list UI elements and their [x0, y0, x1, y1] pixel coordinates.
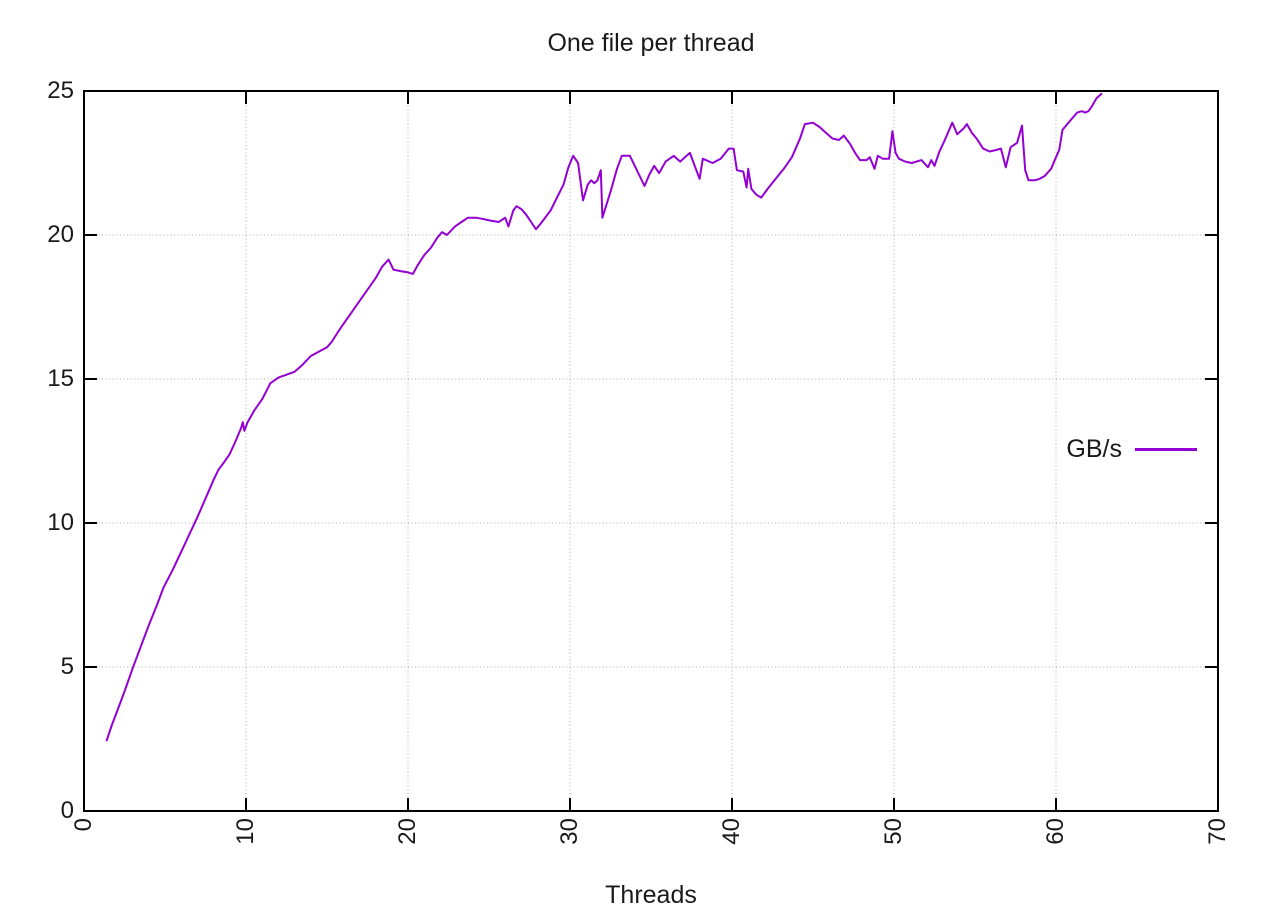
data-line: [105, 92, 1103, 742]
y-tick-label: 5: [60, 653, 74, 680]
x-tick-label: 20: [394, 818, 421, 845]
y-tick-label: 0: [60, 797, 74, 824]
plot-border: [83, 90, 1219, 812]
legend: GB/s: [1066, 436, 1197, 462]
y-tick-label: 10: [47, 509, 74, 536]
legend-label: GB/s: [1066, 435, 1122, 463]
chart-title: One file per thread: [547, 29, 755, 57]
x-tick-label: 60: [1042, 818, 1069, 845]
x-tick-label: 10: [232, 818, 259, 845]
x-tick-label: 30: [556, 818, 583, 845]
x-tick-label: 40: [718, 818, 745, 845]
legend-line-swatch: [1135, 447, 1197, 451]
x-tick-label: 70: [1204, 818, 1231, 845]
x-tick-label: 0: [70, 818, 97, 832]
y-tick-label: 20: [47, 221, 74, 248]
x-axis-label: Threads: [605, 881, 697, 909]
y-tick-label: 25: [47, 77, 74, 104]
x-tick-label: 50: [880, 818, 907, 845]
y-tick-label: 15: [47, 365, 74, 392]
